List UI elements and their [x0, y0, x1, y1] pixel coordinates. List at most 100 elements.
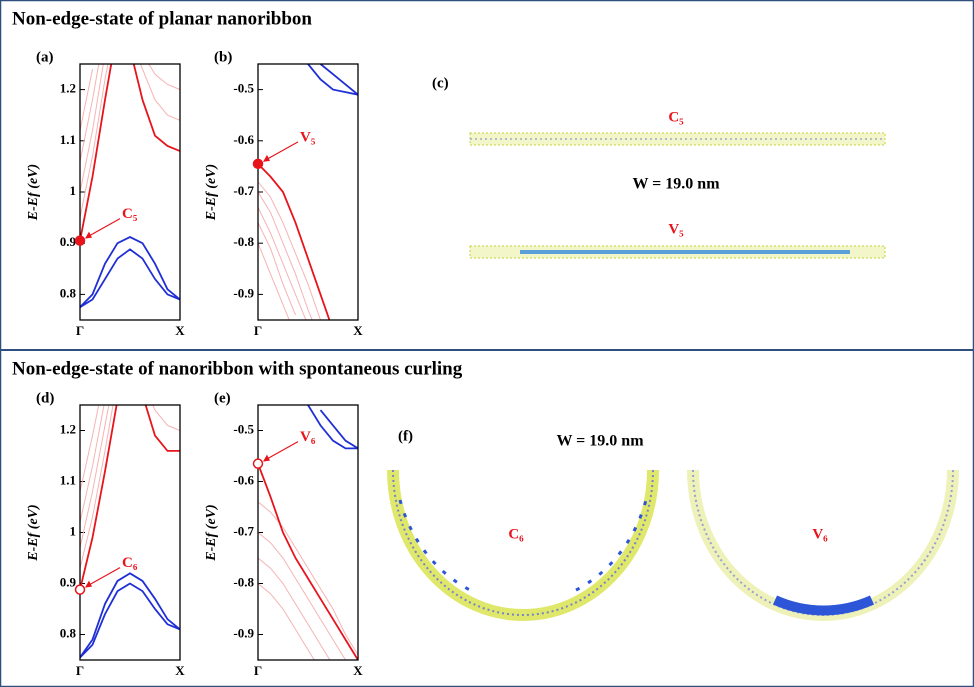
plot-frame — [257, 404, 359, 661]
y-axis-label: E-Ef (eV) — [204, 504, 219, 561]
band-line — [258, 163, 331, 320]
band-line — [80, 64, 113, 241]
x-tick-label: X — [353, 663, 363, 678]
band-line — [80, 572, 180, 658]
y-tick-label: 1 — [70, 183, 77, 198]
band-line — [80, 405, 118, 590]
y-tick-label: -0.9 — [233, 625, 254, 640]
band-line — [258, 463, 358, 660]
ribbon-atoms — [692, 469, 954, 616]
band-line — [258, 583, 315, 660]
width-label: W = 19.0 nm — [556, 433, 644, 450]
y-tick-label: -0.8 — [233, 574, 254, 589]
structure-curled: (f) W = 19.0 nm C₆ V₆ — [387, 428, 959, 621]
y-tick-label: 0.9 — [60, 574, 77, 589]
band-line — [152, 405, 180, 431]
ribbon-atoms — [392, 469, 654, 616]
ribbon — [469, 132, 886, 146]
plot-frame — [79, 63, 181, 321]
panel-label: (c) — [432, 75, 449, 91]
panel-label: (b) — [214, 49, 232, 65]
y-axis-label: E-Ef (eV) — [26, 504, 41, 561]
y-tick-label: 1 — [70, 523, 77, 538]
band-line — [307, 405, 358, 450]
band-line — [80, 64, 104, 193]
y-axis-label: E-Ef (eV) — [26, 164, 41, 221]
y-tick-label: -0.7 — [233, 523, 254, 538]
plot-lines — [258, 64, 358, 320]
annotation-label: C₆ — [122, 555, 138, 571]
panel-label: (e) — [214, 390, 231, 406]
state-label: C₅ — [668, 109, 684, 125]
band-line — [80, 69, 93, 131]
panel-label: (a) — [36, 49, 54, 65]
annotation-label: V₆ — [300, 429, 316, 445]
arrow-head — [85, 231, 92, 239]
marker — [74, 235, 86, 246]
width-label: W = 19.0 nm — [632, 176, 720, 193]
state-density — [575, 499, 648, 592]
annotation-arrow — [85, 567, 121, 588]
x-tick-label: X — [175, 663, 185, 678]
plot-lines — [80, 64, 180, 308]
band-line — [319, 64, 358, 96]
panel-label: (d) — [36, 390, 54, 406]
ribbon — [387, 469, 659, 621]
y-axis-label: E-Ef (eV) — [204, 164, 219, 221]
band-line — [80, 405, 110, 548]
y-tick-label: -0.5 — [233, 81, 254, 96]
band-line — [80, 582, 180, 659]
y-tick-label: -0.6 — [233, 472, 254, 487]
band-line — [80, 64, 109, 218]
arrow-head — [85, 580, 92, 588]
y-tick-label: 0.9 — [60, 234, 77, 249]
plot-frame — [257, 63, 359, 321]
band-line — [258, 557, 331, 660]
y-tick-label: -0.6 — [233, 132, 254, 147]
state-label: C₆ — [508, 526, 524, 542]
state-label: V₆ — [812, 526, 828, 542]
annotation-arrow — [263, 441, 299, 462]
plot-frame — [79, 404, 181, 661]
band-line — [80, 64, 100, 162]
annotation-label: V₅ — [300, 129, 316, 145]
band-line — [258, 207, 307, 320]
band-line — [80, 248, 180, 308]
marker — [252, 158, 264, 170]
annotation-arrow — [263, 141, 299, 162]
band-line — [80, 405, 100, 492]
y-tick-label: 0.8 — [60, 285, 77, 300]
annotation-label: C₅ — [122, 206, 138, 222]
x-tick-label: X — [175, 323, 185, 338]
state-density — [398, 499, 471, 592]
marker — [74, 584, 86, 595]
x-tick-label: Γ — [76, 663, 84, 678]
band-line — [258, 222, 296, 316]
arrow-head — [263, 154, 270, 162]
state-density — [772, 595, 875, 616]
y-tick-label: -0.7 — [233, 183, 254, 198]
band-line — [144, 405, 180, 452]
section-title: Non-edge-state of planar nanoribbon — [12, 8, 312, 29]
band-line — [258, 532, 347, 660]
panel-label: (f) — [398, 428, 413, 444]
x-tick-label: Γ — [76, 323, 84, 338]
band-line — [132, 64, 180, 152]
band-line — [80, 236, 180, 308]
plot-lines — [80, 405, 180, 659]
y-tick-label: 0.8 — [60, 625, 77, 640]
plot-lines — [258, 405, 358, 660]
y-tick-label: -0.5 — [233, 421, 254, 436]
band-line — [80, 405, 114, 569]
y-tick-label: -0.8 — [233, 234, 254, 249]
x-tick-label: Γ — [254, 663, 262, 678]
band-line — [307, 64, 358, 96]
state-density — [520, 250, 850, 254]
band-line — [258, 181, 321, 320]
marker — [252, 458, 264, 469]
band-line — [148, 64, 180, 91]
state-label: V₅ — [668, 221, 684, 237]
x-tick-label: X — [353, 323, 363, 338]
